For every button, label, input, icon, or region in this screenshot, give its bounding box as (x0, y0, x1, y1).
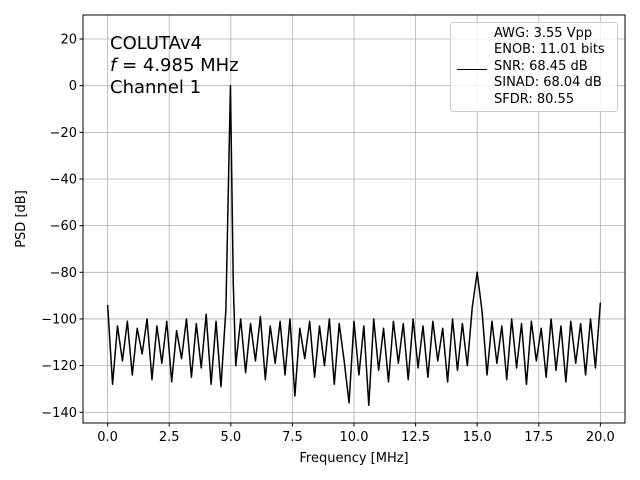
annotation-text: = 4.985 MHz (116, 55, 239, 76)
annotation-line: f = 4.985 MHz (110, 55, 239, 77)
annotation: COLUTAv4 f = 4.985 MHz Channel 1 (110, 33, 239, 99)
y-tick-label: −20 (50, 126, 77, 141)
y-tick-label: −40 (50, 172, 77, 187)
legend: AWG: 3.55 Vpp ENOB: 11.01 bits SNR: 68.4… (450, 22, 618, 112)
x-tick-label: 20.0 (586, 430, 615, 445)
y-tick-label: −120 (41, 359, 77, 374)
y-tick-label: −80 (50, 266, 77, 281)
legend-entry: AWG: 3.55 Vpp ENOB: 11.01 bits SNR: 68.4… (494, 26, 605, 107)
y-axis-label: PSD [dB] (14, 190, 29, 248)
x-tick-label: 5.0 (220, 430, 241, 445)
plot (106, 84, 602, 407)
x-axis-label: Frequency [MHz] (299, 451, 408, 466)
y-tick-label: −140 (41, 406, 77, 421)
x-tick-label: 7.5 (282, 430, 303, 445)
grid (79, 15, 625, 427)
annotation-line: Channel 1 (110, 77, 202, 98)
y-tick-label: 0 (69, 79, 77, 94)
annotation-line: COLUTAv4 (110, 33, 203, 54)
annotation-var: f (110, 55, 117, 76)
y-tick-label: −60 (50, 219, 77, 234)
y-tick-label: −100 (41, 312, 77, 327)
x-tick-label: 15.0 (463, 430, 492, 445)
axes-frame (82, 14, 626, 424)
x-tick-label: 2.5 (159, 430, 180, 445)
series-line (106, 84, 602, 407)
x-tick-label: 0.0 (97, 430, 118, 445)
y-tick-label: 20 (60, 33, 77, 48)
legend-swatch (457, 69, 487, 70)
x-tick-label: 17.5 (524, 430, 553, 445)
x-tick-label: 10.0 (340, 430, 369, 445)
x-tick-label: 12.5 (401, 430, 430, 445)
